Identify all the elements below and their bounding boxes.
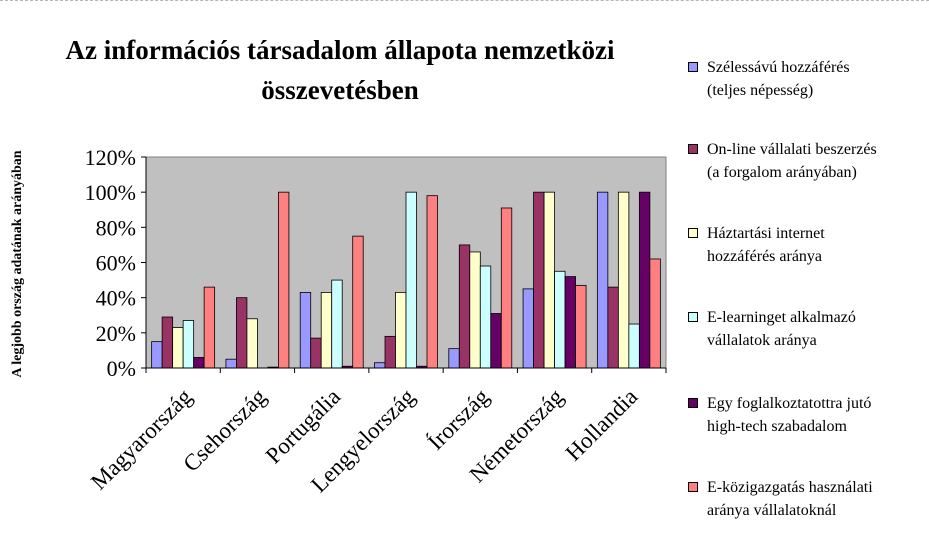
legend-label: E-learninget alkalmazó vállalatok aránya	[707, 309, 856, 349]
legend-label: Háztartási internet hozzáférés aránya	[707, 225, 825, 265]
bar	[225, 358, 237, 369]
y-tick-label: 40%	[96, 286, 136, 311]
bars-layer	[151, 191, 661, 369]
bar	[448, 348, 460, 369]
bar	[172, 327, 184, 369]
bar	[193, 357, 205, 369]
bar	[203, 286, 216, 369]
bar	[151, 341, 163, 369]
bar	[543, 191, 555, 369]
legend-swatch	[688, 482, 698, 492]
top-border-line	[0, 0, 929, 2]
legend-swatch	[688, 398, 698, 408]
legend-swatch	[688, 62, 698, 72]
y-tick-label: 120%	[85, 145, 136, 170]
y-tick-label: 100%	[85, 180, 136, 205]
bar	[469, 251, 481, 369]
bar	[182, 320, 195, 369]
bar	[374, 362, 386, 369]
bar	[246, 318, 258, 369]
bar	[310, 337, 322, 369]
bar	[490, 313, 502, 369]
bar	[564, 276, 576, 369]
bar	[522, 288, 534, 369]
y-tick-label: 0%	[107, 356, 136, 381]
bar	[299, 291, 312, 369]
bar	[458, 244, 471, 369]
bar	[161, 316, 174, 369]
x-tick-label: Írország	[423, 384, 494, 455]
bar	[405, 191, 417, 369]
bar	[479, 265, 492, 369]
legend-label: Egy foglalkoztatottra jutó high-tech sza…	[707, 395, 872, 435]
bar	[384, 335, 396, 369]
y-tick-label: 80%	[96, 215, 136, 240]
y-tick-label: 20%	[96, 321, 136, 346]
bar	[395, 291, 407, 369]
bar	[352, 235, 364, 369]
bar	[554, 270, 566, 369]
bar	[426, 195, 438, 369]
bar	[575, 284, 587, 369]
bar	[628, 323, 640, 369]
y-axis-label: A legjobb ország adatának arányában	[10, 150, 25, 377]
bar	[236, 297, 248, 369]
bar	[500, 207, 513, 369]
bar	[649, 258, 661, 369]
x-tick-label: Hollandia	[561, 384, 643, 466]
bar	[607, 286, 619, 369]
bar	[320, 291, 333, 369]
legend-swatch	[688, 144, 698, 154]
x-tick-label: Magyarország	[86, 384, 197, 495]
legend-label: Szélessávú hozzáférés (teljes népesség)	[707, 59, 850, 99]
bar	[638, 191, 651, 369]
legend-label: On-line vállalati beszerzés (a forgalom …	[707, 141, 877, 181]
y-tick-label: 60%	[96, 251, 136, 276]
legend-label: E-közigazgatás használati aránya vállala…	[707, 479, 873, 519]
legend-swatch	[688, 228, 698, 238]
bar	[617, 191, 630, 369]
legend-swatch	[688, 312, 698, 322]
bar	[278, 191, 290, 369]
bar	[533, 191, 545, 369]
bar	[596, 191, 609, 369]
chart-title: Az információs társadalom állapota nemze…	[65, 35, 615, 105]
bar	[331, 279, 343, 369]
